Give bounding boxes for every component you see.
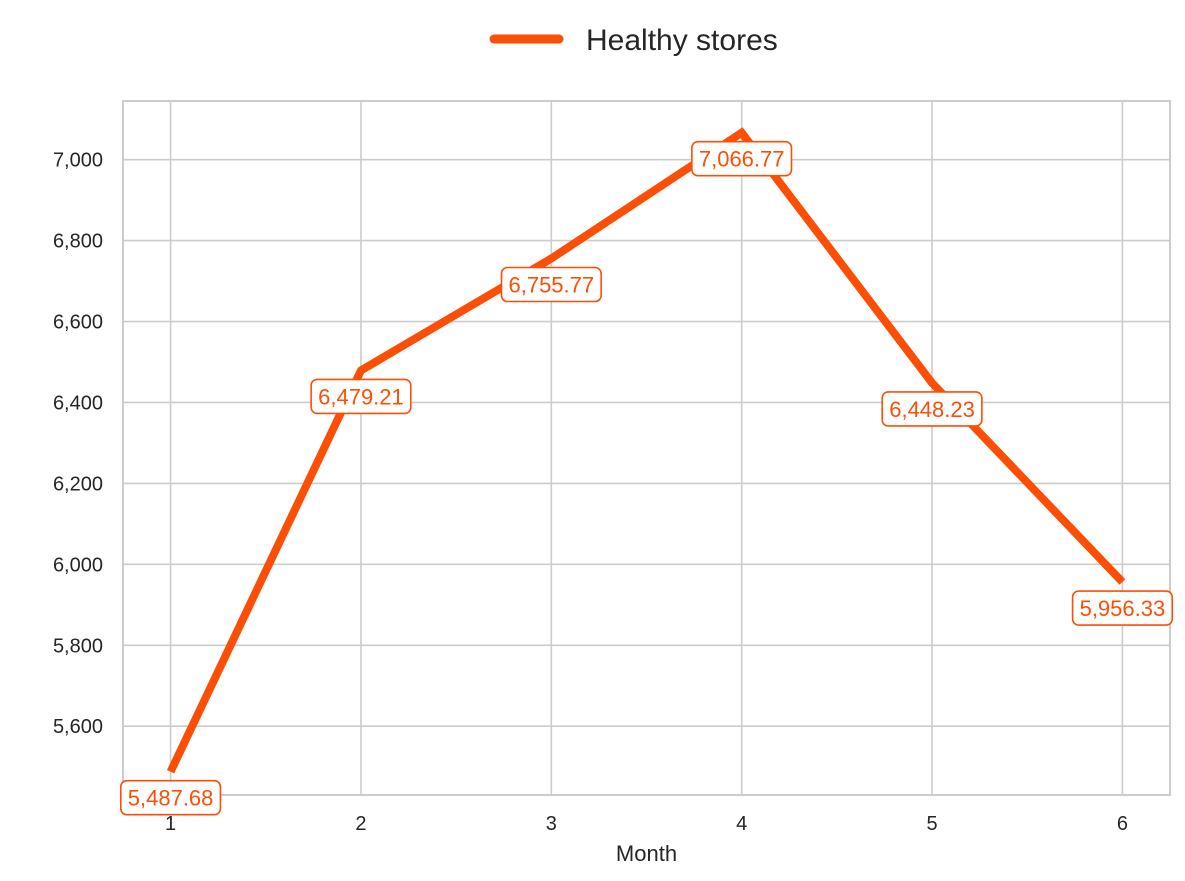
data-label-box xyxy=(881,391,983,427)
y-tick-label: 6,600 xyxy=(53,312,103,334)
series-layer: 5,487.68 6,479.21 6,755.77 7,066.77 6,448.23… xyxy=(119,127,1174,816)
y-axis-ticks: 5,600 5,800 6,000 6,200 6,400 6,600 6,800 7,000 xyxy=(53,150,103,739)
series-line xyxy=(166,127,1126,774)
data-label-text: 7,066.77 xyxy=(699,147,785,172)
x-tick-label: 2 xyxy=(355,813,366,835)
x-axis-ticks: 1 2 3 4 5 6 xyxy=(165,813,1128,835)
plot-frame xyxy=(122,100,1171,796)
x-tick-label: 4 xyxy=(736,813,747,835)
data-label: 6,755.77 xyxy=(500,266,602,303)
data-label-box xyxy=(691,140,793,177)
y-tick-label: 6,400 xyxy=(53,392,103,414)
x-axis-label: Month xyxy=(616,841,677,866)
data-label-box xyxy=(500,266,602,303)
y-tick-label: 6,200 xyxy=(53,473,103,495)
data-label-text: 6,755.77 xyxy=(508,273,594,298)
x-tick-label: 1 xyxy=(165,813,176,835)
data-label-box xyxy=(119,779,222,816)
data-label-text: 6,479.21 xyxy=(318,384,404,409)
grid-lines xyxy=(123,101,1170,795)
data-label: 6,448.23 xyxy=(881,391,983,427)
legend-label: Healthy stores xyxy=(586,24,778,57)
data-label-text: 6,448.23 xyxy=(889,397,975,422)
data-label-text: 5,487.68 xyxy=(128,786,214,811)
data-label-text: 5,956.33 xyxy=(1080,596,1166,621)
data-label-box xyxy=(1071,590,1174,626)
data-label: 6,479.21 xyxy=(310,378,412,415)
x-tick-label: 5 xyxy=(926,813,937,835)
data-label: 5,956.33 xyxy=(1071,590,1174,626)
legend: Healthy stores xyxy=(489,24,778,57)
data-label: 7,066.77 xyxy=(691,140,793,177)
y-tick-label: 5,800 xyxy=(53,635,103,657)
x-tick-label: 6 xyxy=(1117,813,1128,835)
data-label-box xyxy=(310,378,412,415)
x-tick-label: 3 xyxy=(546,813,557,835)
data-label: 5,487.68 xyxy=(119,779,222,816)
y-tick-label: 6,000 xyxy=(53,554,103,576)
y-tick-label: 7,000 xyxy=(53,150,103,172)
y-tick-label: 5,600 xyxy=(53,716,103,738)
y-tick-label: 6,800 xyxy=(53,231,103,253)
